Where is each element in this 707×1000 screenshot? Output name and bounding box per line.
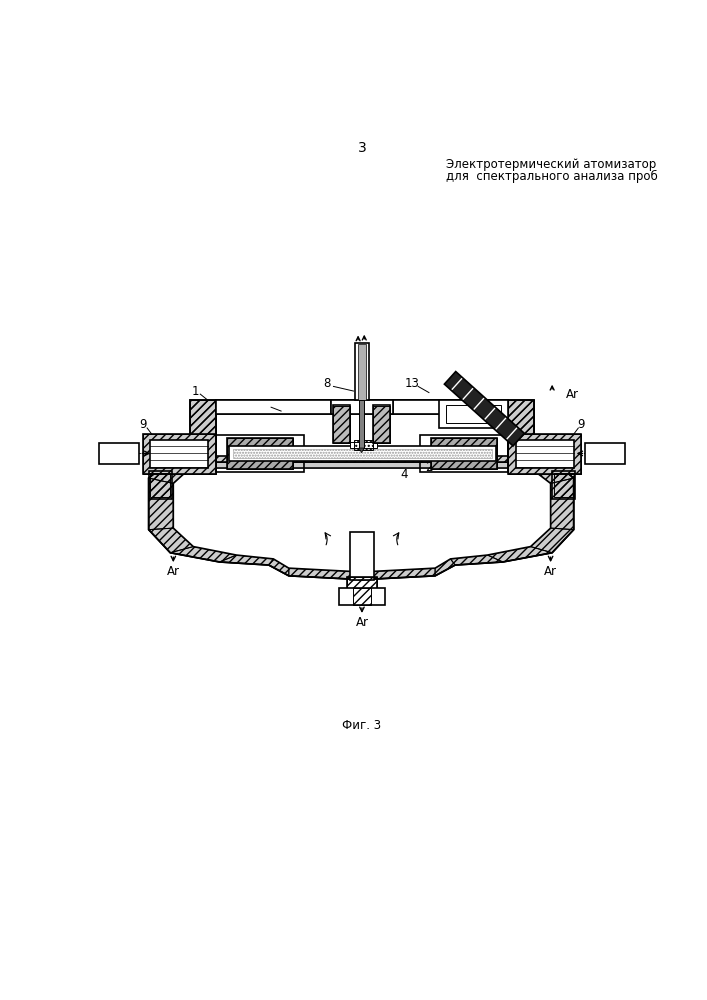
Bar bbox=[331, 400, 393, 414]
Text: 9: 9 bbox=[139, 418, 146, 431]
Text: 12: 12 bbox=[368, 428, 382, 441]
Text: 1: 1 bbox=[192, 385, 199, 398]
Bar bbox=[150, 473, 170, 497]
Text: для  спектрального анализа проб: для спектрального анализа проб bbox=[446, 170, 658, 183]
Bar bbox=[229, 446, 496, 461]
Bar bbox=[508, 400, 534, 462]
Bar bbox=[143, 434, 216, 474]
Text: Ar: Ar bbox=[566, 388, 579, 401]
Bar bbox=[143, 434, 216, 474]
Text: 2: 2 bbox=[425, 461, 433, 474]
Bar bbox=[150, 440, 208, 468]
Bar bbox=[350, 532, 374, 580]
Text: Ar: Ar bbox=[544, 565, 557, 578]
Bar bbox=[353, 588, 371, 605]
Text: 7: 7 bbox=[262, 398, 269, 411]
Text: 13: 13 bbox=[404, 377, 419, 390]
Text: 10: 10 bbox=[112, 447, 127, 460]
Text: Электротермический атомизатор: Электротермический атомизатор bbox=[446, 158, 656, 171]
Text: 14: 14 bbox=[387, 425, 402, 438]
Bar bbox=[334, 405, 351, 443]
Text: 9: 9 bbox=[578, 418, 585, 431]
Bar bbox=[216, 400, 508, 414]
Bar bbox=[216, 400, 331, 414]
Bar bbox=[351, 442, 377, 448]
Bar bbox=[359, 400, 364, 448]
Bar bbox=[355, 343, 369, 400]
Text: 14: 14 bbox=[320, 425, 336, 438]
Text: Ar: Ar bbox=[356, 616, 368, 629]
Bar bbox=[393, 400, 508, 414]
Bar bbox=[190, 400, 216, 462]
Text: Ar: Ar bbox=[167, 565, 180, 578]
Bar bbox=[439, 400, 508, 428]
Bar bbox=[446, 405, 501, 423]
Polygon shape bbox=[445, 372, 525, 446]
Bar bbox=[227, 438, 293, 469]
Text: 5: 5 bbox=[475, 414, 483, 427]
Text: 8: 8 bbox=[323, 377, 330, 390]
Bar bbox=[358, 344, 366, 400]
Text: 11: 11 bbox=[598, 447, 613, 460]
Bar bbox=[190, 400, 216, 462]
Bar bbox=[100, 443, 139, 464]
Text: 6: 6 bbox=[450, 453, 457, 466]
Bar bbox=[554, 473, 573, 497]
Bar bbox=[431, 438, 497, 469]
Bar bbox=[420, 435, 508, 472]
Polygon shape bbox=[173, 468, 551, 572]
Text: Фиг. 3: Фиг. 3 bbox=[342, 719, 382, 732]
Bar bbox=[431, 438, 497, 469]
Bar bbox=[508, 400, 534, 462]
Bar bbox=[216, 435, 304, 472]
Bar bbox=[585, 443, 625, 464]
Bar bbox=[339, 588, 385, 605]
Bar bbox=[216, 406, 508, 456]
Bar bbox=[346, 577, 378, 591]
Text: 3: 3 bbox=[323, 440, 330, 453]
Bar bbox=[373, 406, 390, 443]
Bar bbox=[354, 440, 373, 450]
Text: 6: 6 bbox=[262, 453, 269, 466]
Bar bbox=[148, 471, 172, 499]
Bar bbox=[334, 406, 351, 443]
Bar bbox=[190, 400, 534, 462]
Bar bbox=[373, 405, 390, 443]
Polygon shape bbox=[359, 448, 364, 453]
Polygon shape bbox=[148, 460, 573, 580]
Bar bbox=[516, 440, 573, 468]
Bar bbox=[508, 434, 581, 474]
Bar bbox=[346, 577, 378, 591]
Text: 3: 3 bbox=[358, 141, 366, 155]
Bar bbox=[552, 471, 575, 499]
Bar bbox=[508, 434, 581, 474]
Text: 4: 4 bbox=[401, 468, 408, 481]
Bar bbox=[233, 449, 492, 458]
Bar bbox=[227, 438, 293, 469]
Bar bbox=[190, 400, 534, 462]
